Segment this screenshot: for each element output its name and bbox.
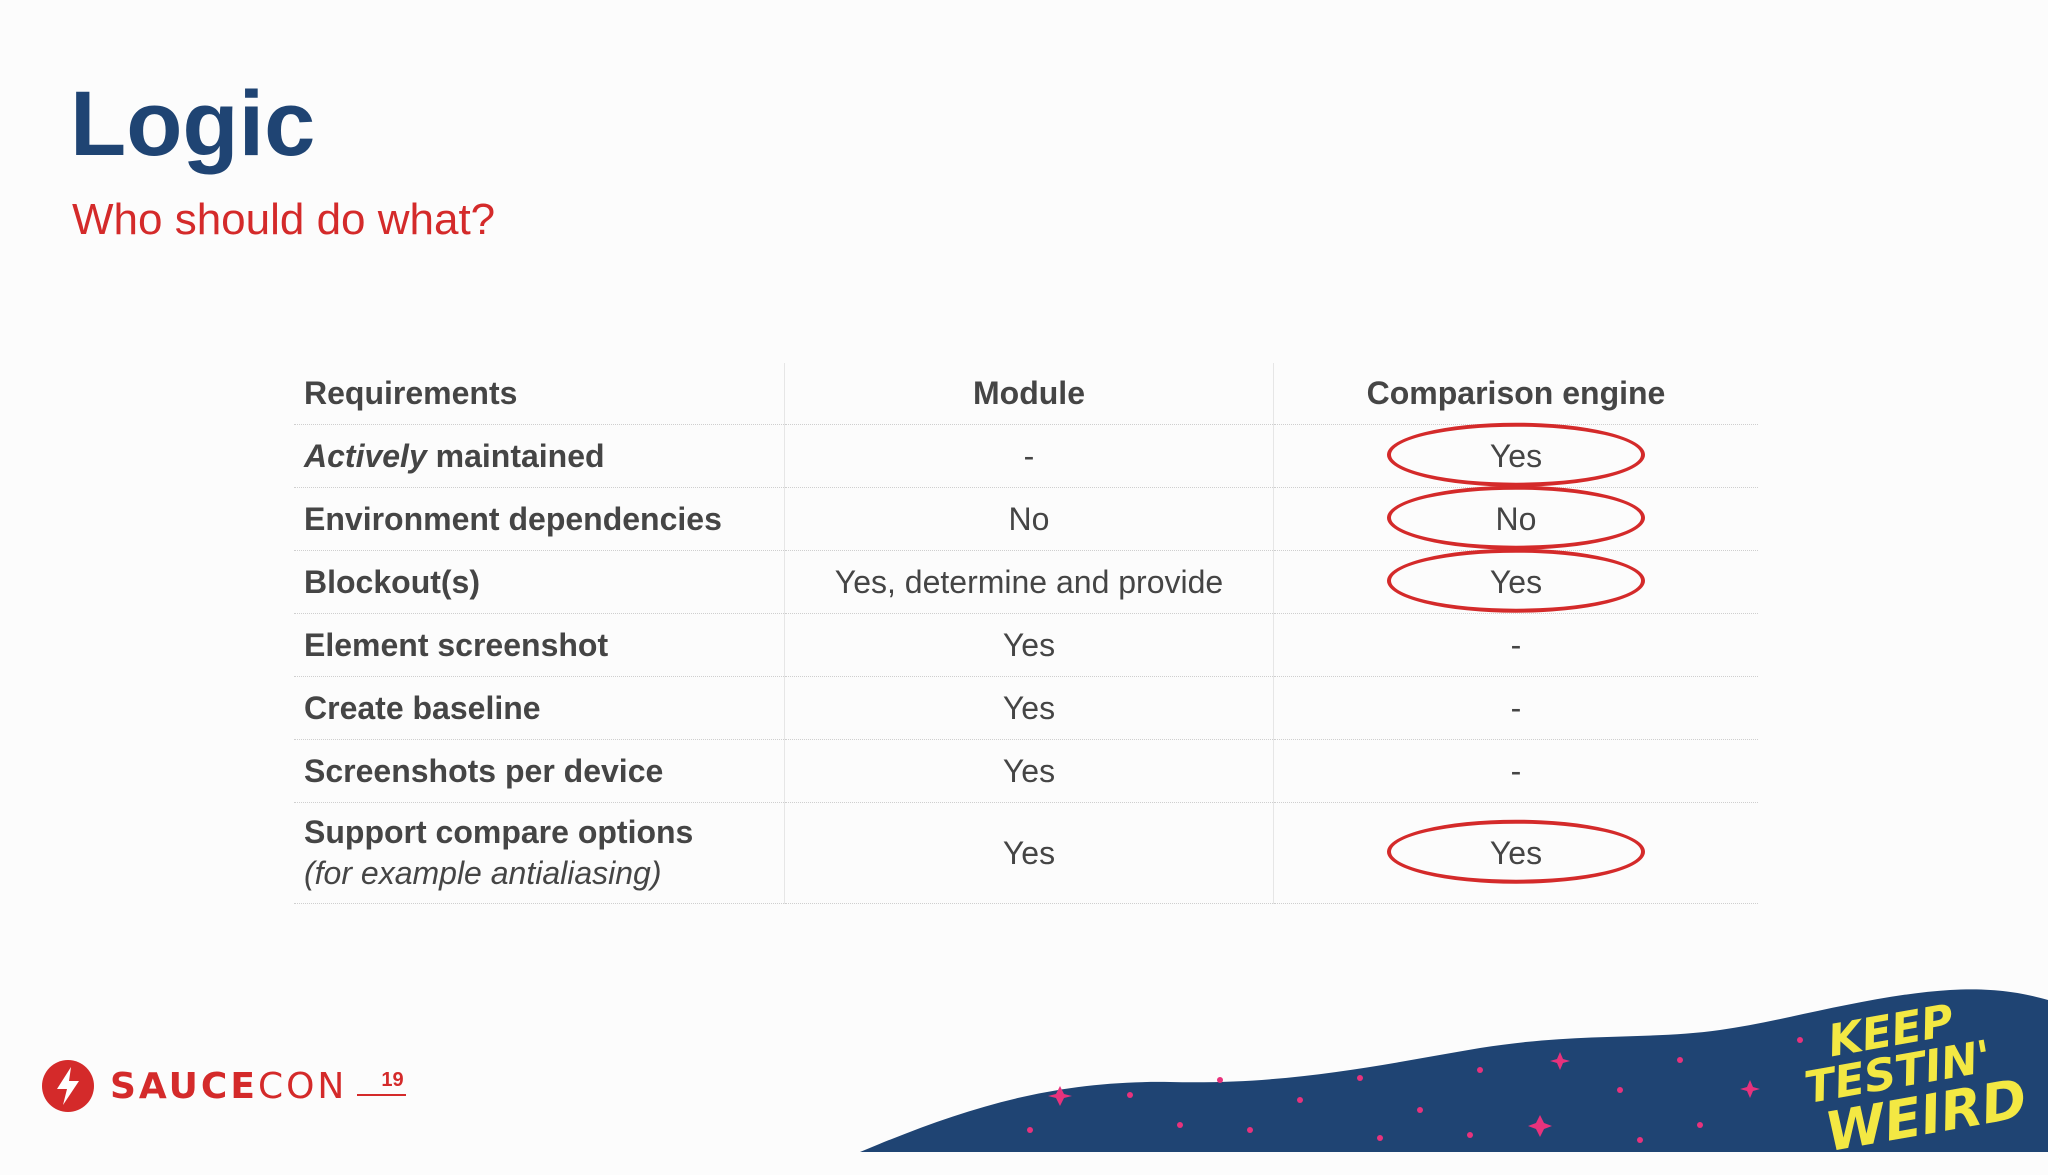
module-cell: Yes xyxy=(784,802,1274,904)
slide-subtitle: Who should do what? xyxy=(72,195,496,244)
engine-cell: - xyxy=(1273,613,1758,677)
requirement-emphasis: Actively xyxy=(304,437,427,474)
requirement-cell: Screenshots per device xyxy=(294,739,785,803)
circled-engine-value: Yes xyxy=(1489,563,1543,600)
module-cell: Yes xyxy=(784,676,1274,740)
logo-wordmark: SAUCECON xyxy=(110,1066,347,1107)
table-row: Screenshots per device Yes - xyxy=(294,739,1758,803)
logo-con: CON xyxy=(257,1065,348,1107)
slide-title: Logic xyxy=(70,73,316,175)
table-header-row: Requirements Module Comparison engine xyxy=(294,363,1758,425)
saucecon-logo: SAUCECON 19 xyxy=(40,1058,406,1114)
module-cell: Yes xyxy=(784,613,1274,677)
engine-cell: Yes xyxy=(1273,550,1758,614)
requirement-note: (for example antialiasing) xyxy=(304,855,662,891)
logo-sauce: SAUCE xyxy=(110,1065,258,1107)
engine-cell: Yes xyxy=(1273,802,1758,904)
module-cell: Yes, determine and provide xyxy=(784,550,1274,614)
requirement-label: maintained xyxy=(426,437,605,474)
engine-cell: No xyxy=(1273,487,1758,551)
requirements-table: Requirements Module Comparison engine Ac… xyxy=(294,363,1758,904)
requirement-cell: Environment dependencies xyxy=(294,487,785,551)
requirement-cell: Create baseline xyxy=(294,676,785,740)
header-module: Module xyxy=(784,363,1274,425)
table-row: Support compare options (for example anti… xyxy=(294,802,1758,904)
module-cell: Yes xyxy=(784,739,1274,803)
header-comparison-engine: Comparison engine xyxy=(1273,363,1758,425)
table-row: Element screenshot Yes - xyxy=(294,613,1758,677)
table-row: Create baseline Yes - xyxy=(294,676,1758,740)
requirement-cell: Support compare options (for example anti… xyxy=(294,802,785,904)
saucelabs-bolt-icon xyxy=(42,1060,94,1112)
requirement-cell: Actively maintained xyxy=(294,424,785,488)
table-row: Environment dependencies No No xyxy=(294,487,1758,551)
circled-engine-value: Yes xyxy=(1489,437,1543,474)
requirement-cell: Blockout(s) xyxy=(294,550,785,614)
engine-cell: - xyxy=(1273,739,1758,803)
module-cell: - xyxy=(784,424,1274,488)
table-row: Blockout(s) Yes, determine and provide Y… xyxy=(294,550,1758,614)
logo-year: 19 xyxy=(357,1069,406,1096)
circled-engine-value: Yes xyxy=(1489,834,1543,871)
table-row: Actively maintained - Yes xyxy=(294,424,1758,488)
header-requirements: Requirements xyxy=(294,363,785,425)
circled-engine-value: No xyxy=(1495,500,1537,537)
engine-cell: - xyxy=(1273,676,1758,740)
module-cell: No xyxy=(784,487,1274,551)
requirement-label: Support compare options xyxy=(304,814,694,850)
requirement-cell: Element screenshot xyxy=(294,613,785,677)
